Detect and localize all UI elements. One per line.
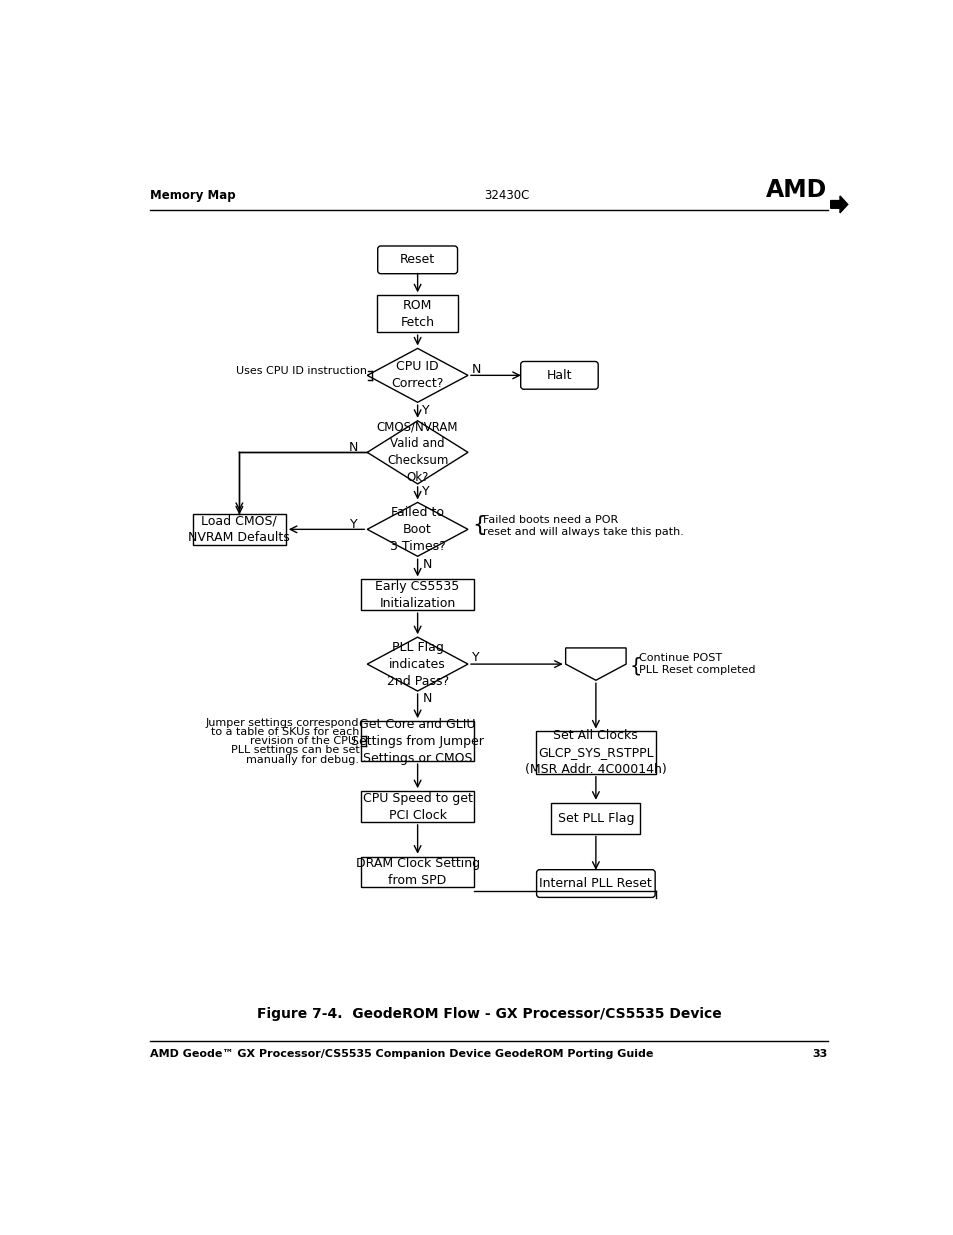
Text: 33: 33 <box>812 1049 827 1060</box>
FancyBboxPatch shape <box>536 869 655 898</box>
Polygon shape <box>830 196 847 212</box>
Text: Early CS5535
Initialization: Early CS5535 Initialization <box>375 579 459 610</box>
Text: Y: Y <box>472 651 479 664</box>
Bar <box>361 721 474 761</box>
Text: Set PLL Flag: Set PLL Flag <box>558 811 634 825</box>
Text: Jumper settings correspond: Jumper settings correspond <box>206 718 359 727</box>
Text: ROM
Fetch: ROM Fetch <box>400 299 435 329</box>
Bar <box>193 514 286 545</box>
Text: DRAM Clock Setting
from SPD: DRAM Clock Setting from SPD <box>355 857 479 887</box>
Bar <box>536 731 656 774</box>
Text: Reset: Reset <box>399 253 435 267</box>
Text: 32430C: 32430C <box>483 189 529 203</box>
Text: manually for debug.: manually for debug. <box>246 755 359 764</box>
FancyBboxPatch shape <box>520 362 598 389</box>
Text: Figure 7-4.  GeodeROM Flow - GX Processor/CS5535 Device: Figure 7-4. GeodeROM Flow - GX Processor… <box>256 1008 720 1021</box>
Text: Y: Y <box>422 485 430 498</box>
Text: PLL Flag
indicates
2nd Pass?: PLL Flag indicates 2nd Pass? <box>386 641 448 688</box>
Polygon shape <box>565 648 625 680</box>
Bar <box>376 295 457 332</box>
Text: Failed to
Boot
3 Times?: Failed to Boot 3 Times? <box>390 506 445 553</box>
Text: Internal PLL Reset: Internal PLL Reset <box>539 877 652 890</box>
Text: Halt: Halt <box>546 369 572 382</box>
Bar <box>551 803 639 834</box>
Text: PLL Reset completed: PLL Reset completed <box>639 666 755 676</box>
Text: revision of the CPU.: revision of the CPU. <box>250 736 359 746</box>
FancyBboxPatch shape <box>377 246 457 274</box>
Text: Y: Y <box>350 519 357 531</box>
Polygon shape <box>367 503 468 556</box>
Text: Continue POST: Continue POST <box>639 653 721 663</box>
Text: PLL settings can be set: PLL settings can be set <box>231 746 359 756</box>
Text: CMOS/NVRAM
Valid and
Checksum
Ok?: CMOS/NVRAM Valid and Checksum Ok? <box>376 420 457 484</box>
Bar <box>361 792 474 823</box>
Text: Y: Y <box>422 404 430 416</box>
Text: CPU Speed to get
PCI Clock: CPU Speed to get PCI Clock <box>362 792 472 821</box>
Text: Uses CPU ID instruction: Uses CPU ID instruction <box>236 366 367 375</box>
Polygon shape <box>367 348 468 403</box>
Text: AMD: AMD <box>765 178 827 203</box>
Bar <box>361 579 474 610</box>
Text: N: N <box>472 363 480 375</box>
Text: N: N <box>348 441 357 454</box>
Text: Failed boots need a POR: Failed boots need a POR <box>482 515 618 525</box>
Polygon shape <box>367 421 468 484</box>
Text: Load CMOS/
NVRAM Defaults: Load CMOS/ NVRAM Defaults <box>189 514 290 545</box>
Text: {: { <box>629 656 641 676</box>
Text: AMD Geode™ GX Processor/CS5535 Companion Device GeodeROM Porting Guide: AMD Geode™ GX Processor/CS5535 Companion… <box>150 1049 653 1060</box>
Text: {: { <box>472 515 485 535</box>
Polygon shape <box>367 637 468 692</box>
Text: N: N <box>422 557 431 571</box>
Text: CPU ID
Correct?: CPU ID Correct? <box>391 361 443 390</box>
Text: N: N <box>422 693 431 705</box>
Text: reset and will always take this path.: reset and will always take this path. <box>482 527 683 537</box>
Bar <box>361 857 474 888</box>
Text: Memory Map: Memory Map <box>150 189 235 203</box>
Text: to a table of SKUs for each: to a table of SKUs for each <box>211 727 359 737</box>
Text: Get Core and GLIU
Settings from Jumper
Settings or CMOS: Get Core and GLIU Settings from Jumper S… <box>351 718 483 764</box>
Text: Set All Clocks
GLCP_SYS_RSTPPL
(MSR Addr. 4C00014h): Set All Clocks GLCP_SYS_RSTPPL (MSR Addr… <box>524 729 666 776</box>
